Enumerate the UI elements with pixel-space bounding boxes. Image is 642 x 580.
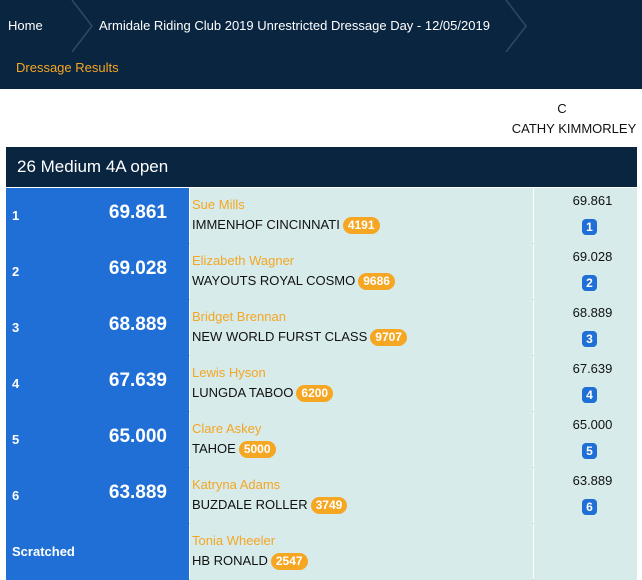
judge-position: C <box>557 101 567 116</box>
judge-score-cell: 68.889 3 <box>534 300 637 356</box>
class-title: 26 Medium 4A open <box>6 147 637 187</box>
judge-place-badge: 4 <box>582 387 597 403</box>
total-score: 69.861 <box>108 202 167 223</box>
breadcrumb-home-link[interactable]: Home <box>8 18 43 33</box>
horse-line: NEW WORLD FURST CLASS 9707 <box>192 329 407 346</box>
horse-name: HB RONALD <box>192 553 268 568</box>
judge-place-badge: 5 <box>582 443 597 459</box>
horse-number-badge[interactable]: 2547 <box>270 553 308 570</box>
horse-line: WAYOUTS ROYAL COSMO 9686 <box>192 273 395 290</box>
judge-place-badge: 1 <box>582 219 597 235</box>
horse-name: BUZDALE ROLLER <box>192 497 308 512</box>
horse-name: TAHOE <box>192 441 236 456</box>
judge-score-cell <box>534 524 637 580</box>
rider-name-link[interactable]: Elizabeth Wagner <box>192 253 295 268</box>
horse-number-badge[interactable]: 3749 <box>310 497 348 514</box>
competitor-cell: Sue Mills IMMENHOF CINCINNATI 4191 <box>190 188 533 244</box>
horse-name: LUNGDA TABOO <box>192 385 294 400</box>
horse-number-badge[interactable]: 5000 <box>238 441 276 458</box>
chevron-right-icon <box>68 0 94 52</box>
scratched-label: Scratched <box>12 544 75 559</box>
placing-cell: Scratched <box>6 524 189 580</box>
competitor-cell: Clare Askey TAHOE 5000 <box>190 412 533 468</box>
placing-cell: 2 69.028 <box>6 244 189 300</box>
judge-column-header: C CATHY KIMMORLEY <box>482 97 642 145</box>
chevron-right-icon <box>502 0 528 52</box>
horse-number-badge[interactable]: 9707 <box>370 329 407 346</box>
horse-number-badge[interactable]: 4191 <box>342 217 380 234</box>
horse-line: IMMENHOF CINCINNATI 4191 <box>192 217 380 234</box>
table-row: 2 69.028 Elizabeth Wagner WAYOUTS ROYAL … <box>6 244 637 300</box>
table-row: 5 65.000 Clare Askey TAHOE 5000 65.000 5 <box>6 412 637 468</box>
results-table: 1 69.861 Sue Mills IMMENHOF CINCINNATI 41… <box>6 188 637 580</box>
judge-score-cell: 63.889 6 <box>534 468 637 524</box>
rank: 4 <box>12 376 20 391</box>
horse-line: TAHOE 5000 <box>192 441 276 458</box>
table-row: 4 67.639 Lewis Hyson LUNGDA TABOO 6200 67… <box>6 356 637 412</box>
judge-place-badge: 3 <box>582 331 597 347</box>
judge-score: 68.889 <box>572 305 613 320</box>
judge-score: 69.861 <box>572 193 613 208</box>
table-row: 1 69.861 Sue Mills IMMENHOF CINCINNATI 41… <box>6 188 637 244</box>
total-score: 65.000 <box>108 426 167 447</box>
rider-name-link[interactable]: Clare Askey <box>192 421 262 436</box>
rider-name-link[interactable]: Bridget Brennan <box>192 309 286 324</box>
rider-name-link[interactable]: Katryna Adams <box>192 477 281 492</box>
judge-name: CATHY KIMMORLEY <box>511 121 637 136</box>
placing-cell: 6 63.889 <box>6 468 189 524</box>
rank: 2 <box>12 264 20 279</box>
table-row-scratched: Scratched Tonia Wheeler HB RONALD 2547 <box>6 524 637 580</box>
rider-name-link[interactable]: Tonia Wheeler <box>192 533 276 548</box>
judge-score-cell: 67.639 4 <box>534 356 637 412</box>
breadcrumb: Home Armidale Riding Club 2019 Unrestric… <box>0 0 642 52</box>
competitor-cell: Bridget Brennan NEW WORLD FURST CLASS 970… <box>190 300 533 356</box>
horse-line: LUNGDA TABOO 6200 <box>192 385 334 402</box>
total-score: 69.028 <box>108 258 167 279</box>
judge-score-cell: 65.000 5 <box>534 412 637 468</box>
placing-cell: 5 65.000 <box>6 412 189 468</box>
horse-name: NEW WORLD FURST CLASS <box>192 329 368 344</box>
judge-score: 69.028 <box>572 249 613 264</box>
judge-score: 63.889 <box>572 473 613 488</box>
competitor-cell: Tonia Wheeler HB RONALD 2547 <box>190 524 533 580</box>
total-score: 63.889 <box>108 482 167 503</box>
table-row: 6 63.889 Katryna Adams BUZDALE ROLLER 374… <box>6 468 637 524</box>
rank: 5 <box>12 432 20 447</box>
dressage-results-link[interactable]: Dressage Results <box>16 60 119 75</box>
judge-score: 67.639 <box>572 361 613 376</box>
judge-score: 65.000 <box>572 417 613 432</box>
rank: 6 <box>12 488 20 503</box>
judge-score-cell: 69.028 2 <box>534 244 637 300</box>
horse-number-badge[interactable]: 6200 <box>296 385 334 402</box>
horse-line: BUZDALE ROLLER 3749 <box>192 497 348 514</box>
total-score: 68.889 <box>108 314 167 335</box>
judge-place-badge: 2 <box>582 275 597 291</box>
horse-name: IMMENHOF CINCINNATI <box>192 217 340 232</box>
competitor-cell: Elizabeth Wagner WAYOUTS ROYAL COSMO 9686 <box>190 244 533 300</box>
placing-cell: 4 67.639 <box>6 356 189 412</box>
competitor-cell: Katryna Adams BUZDALE ROLLER 3749 <box>190 468 533 524</box>
horse-name: WAYOUTS ROYAL COSMO <box>192 273 356 288</box>
top-navigation: Home Armidale Riding Club 2019 Unrestric… <box>0 0 642 89</box>
breadcrumb-event-link[interactable]: Armidale Riding Club 2019 Unrestricted D… <box>99 18 490 33</box>
horse-line: HB RONALD 2547 <box>192 553 308 570</box>
rank: 3 <box>12 320 20 335</box>
rank: 1 <box>12 208 20 223</box>
judge-place-badge: 6 <box>582 499 597 515</box>
placing-cell: 1 69.861 <box>6 188 189 244</box>
total-score: 67.639 <box>108 370 167 391</box>
table-row: 3 68.889 Bridget Brennan NEW WORLD FURST… <box>6 300 637 356</box>
rider-name-link[interactable]: Sue Mills <box>192 197 245 212</box>
judge-score-cell: 69.861 1 <box>534 188 637 244</box>
horse-number-badge[interactable]: 9686 <box>358 273 395 290</box>
rider-name-link[interactable]: Lewis Hyson <box>192 365 266 380</box>
placing-cell: 3 68.889 <box>6 300 189 356</box>
competitor-cell: Lewis Hyson LUNGDA TABOO 6200 <box>190 356 533 412</box>
